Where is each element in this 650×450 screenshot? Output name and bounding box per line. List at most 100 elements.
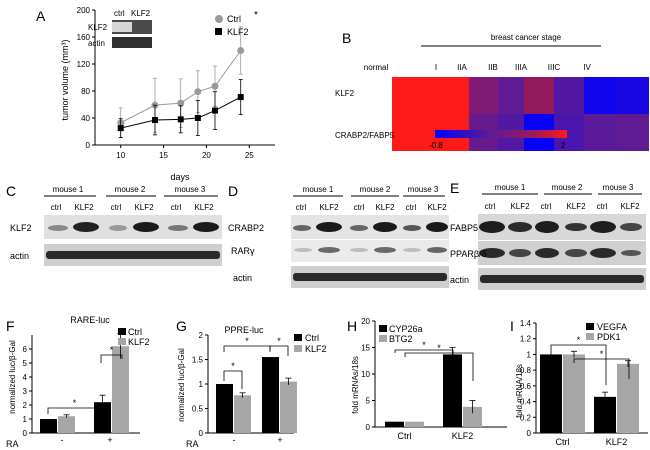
panel-g-legend-klf2-swatch (294, 345, 302, 352)
panel-a-legend-klf2-marker (215, 28, 222, 35)
panel-d-rar-band-3 (350, 248, 368, 252)
panel-e-lane-2: KLF2 (510, 202, 530, 211)
panel-b-cell (469, 77, 498, 114)
panel-i-legend-vegfa: VEGFA (597, 322, 627, 332)
panel-g-legend-ctrl-swatch (294, 334, 302, 341)
panel-c-row-actin: actin (10, 251, 29, 261)
panel-d-crabp2-band-4 (373, 222, 397, 232)
panel-i-ytick-label: 1.2 (520, 335, 532, 344)
panel-c-lane-2: KLF2 (74, 203, 94, 212)
panel-e-mouse-1: mouse 1 (495, 183, 526, 192)
panel-b-cell (617, 77, 649, 114)
panel-g-sig-2 (223, 370, 243, 389)
panel-label-c: C (6, 183, 17, 199)
panel-f-legend-klf2: KLF2 (128, 337, 150, 347)
panel-i-ylabel: fold mRNA/18s (515, 364, 524, 418)
panel-d-row-actin: actin (233, 273, 252, 283)
panel-a-axes: 0 40 80 120 160 200 10 15 20 25 (77, 6, 275, 160)
panel-f-ytick-label: 3 (23, 387, 28, 396)
panel-i-legend-pdk1: PDK1 (597, 332, 621, 342)
panel-h-plot: 0 5 10 15 20 Ctrl KLF2 * * (361, 317, 507, 441)
panel-g-sig-3-star: * (277, 336, 281, 346)
panel-a-legend-klf2: KLF2 (227, 27, 249, 37)
panel-i-plot: 0 0.2 0.4 0.6 0.8 1 1.2 1.4 Ctrl KLF2 * * (520, 319, 648, 447)
panel-g-bar (234, 395, 251, 433)
panel-h-category-label: Ctrl (398, 431, 412, 441)
panel-i-ytick-label: 1 (527, 350, 532, 359)
panel-f-ytick-label: 5 (23, 359, 28, 368)
panel-g-bar (262, 357, 279, 433)
panel-f-chart: RARE-luc normalized luc/β-Gal 0123456** … (6, 315, 150, 449)
panel-d-actin-band (293, 273, 447, 281)
panel-a-ytick-label: 80 (81, 87, 90, 96)
panel-a-point-klf2 (194, 115, 201, 121)
panel-f-bar (40, 419, 57, 433)
panel-d-crabp2-band-6 (426, 222, 448, 232)
panel-i-ytick-label: 0.8 (520, 366, 532, 375)
panel-e-fabp5-band-1 (479, 221, 505, 233)
panel-f-ra-label: RA (6, 439, 19, 449)
panel-d-rar-membrane (291, 240, 449, 262)
panel-f-sig-2-star: * (110, 345, 114, 355)
panel-label-i: I (510, 318, 514, 334)
panel-d-mouse-1: mouse 1 (303, 185, 334, 194)
panel-label-d: D (228, 183, 239, 199)
panel-g-bar (280, 381, 297, 433)
panel-d-lane-1: ctrl (296, 203, 307, 212)
panel-g-plot: 0 0.5 1 1.5 2 * * * (192, 331, 297, 438)
panel-c-lane-3: ctrl (111, 203, 122, 212)
panel-d-blot: mouse 1 mouse 2 mouse 3 ctrl KLF2 ctrl K… (228, 185, 449, 288)
panel-d-row-crabp2: CRABP2 (228, 223, 264, 233)
panel-g-ra-minus: - (233, 435, 236, 445)
panel-c-lane-5: ctrl (171, 203, 182, 212)
panel-f-bar (112, 346, 129, 433)
panel-b-col-iv: IV (583, 63, 591, 72)
panel-i-sig-1-star: * (577, 335, 581, 345)
panel-a-inset-ctrl-lane (112, 22, 132, 32)
panel-d-mouse-3: mouse 3 (408, 185, 439, 194)
panel-a-ylabel: tumor volume (mm³) (60, 39, 70, 120)
panel-i-ytick-label: 0.6 (520, 382, 532, 391)
panel-a-series-line-ctrl (120, 50, 242, 124)
panel-d-crabp2-band-1 (293, 225, 311, 231)
panel-d-crabp2-band-5 (403, 225, 421, 231)
panel-f-legend-ctrl: Ctrl (128, 327, 142, 337)
panel-a-legend-ctrl-marker (215, 15, 223, 23)
panel-a-point-ctrl (177, 99, 185, 107)
panel-i-bar (617, 363, 639, 433)
panel-f-sig-1-star: * (73, 398, 77, 408)
panel-e-row-ppar: PPARβ/δ (450, 249, 487, 259)
panel-e-fabp5-band-5 (590, 221, 616, 233)
panel-a-ytick-label: 120 (77, 60, 91, 69)
panel-b-cell (524, 77, 554, 114)
panel-f-title: RARE-luc (70, 315, 110, 325)
panel-i-ytick-label: 0 (527, 429, 532, 438)
panel-f-sig-1 (47, 407, 102, 414)
panel-g-bar (216, 384, 233, 433)
panel-a-point-klf2 (177, 116, 184, 123)
panel-h-ytick-label: 20 (361, 317, 370, 326)
panel-a-point-klf2 (237, 94, 244, 101)
panel-i-legend-pdk1-swatch (586, 333, 594, 340)
panel-a-xlabel: days (170, 172, 190, 182)
panel-h-bar (385, 421, 404, 427)
panel-b-scale-min: -0.8 (429, 141, 443, 150)
panel-h-ytick-label: 15 (361, 344, 370, 353)
panel-g-chart: PPRE-luc normalized luc/β-Gal 0 0.5 1 1.5 2 *… (177, 325, 327, 449)
panel-a-point-ctrl (237, 47, 245, 54)
panel-h-ylabel: fold mRNAs/18s (351, 356, 360, 414)
panel-d-crabp2-band-2 (316, 222, 342, 232)
panel-label-a: A (36, 8, 46, 24)
panel-i-bar (563, 354, 585, 433)
panel-a-ytick-label: 200 (77, 6, 91, 15)
panel-d-lane-4: KLF2 (375, 203, 395, 212)
panel-c-mouse-2: mouse 2 (115, 185, 146, 194)
panel-c-mouse-3: mouse 3 (175, 185, 206, 194)
panel-e-fabp5-band-6 (620, 223, 642, 231)
panel-f-ytick-label: 6 (23, 345, 28, 354)
panel-g-legend-ctrl: Ctrl (305, 333, 319, 343)
panel-b-scale-max: 2 (561, 141, 566, 150)
panel-a-xtick-label: 25 (245, 151, 254, 160)
panel-i-sig-2-star: * (600, 349, 604, 359)
panel-a-point-klf2 (212, 107, 218, 114)
